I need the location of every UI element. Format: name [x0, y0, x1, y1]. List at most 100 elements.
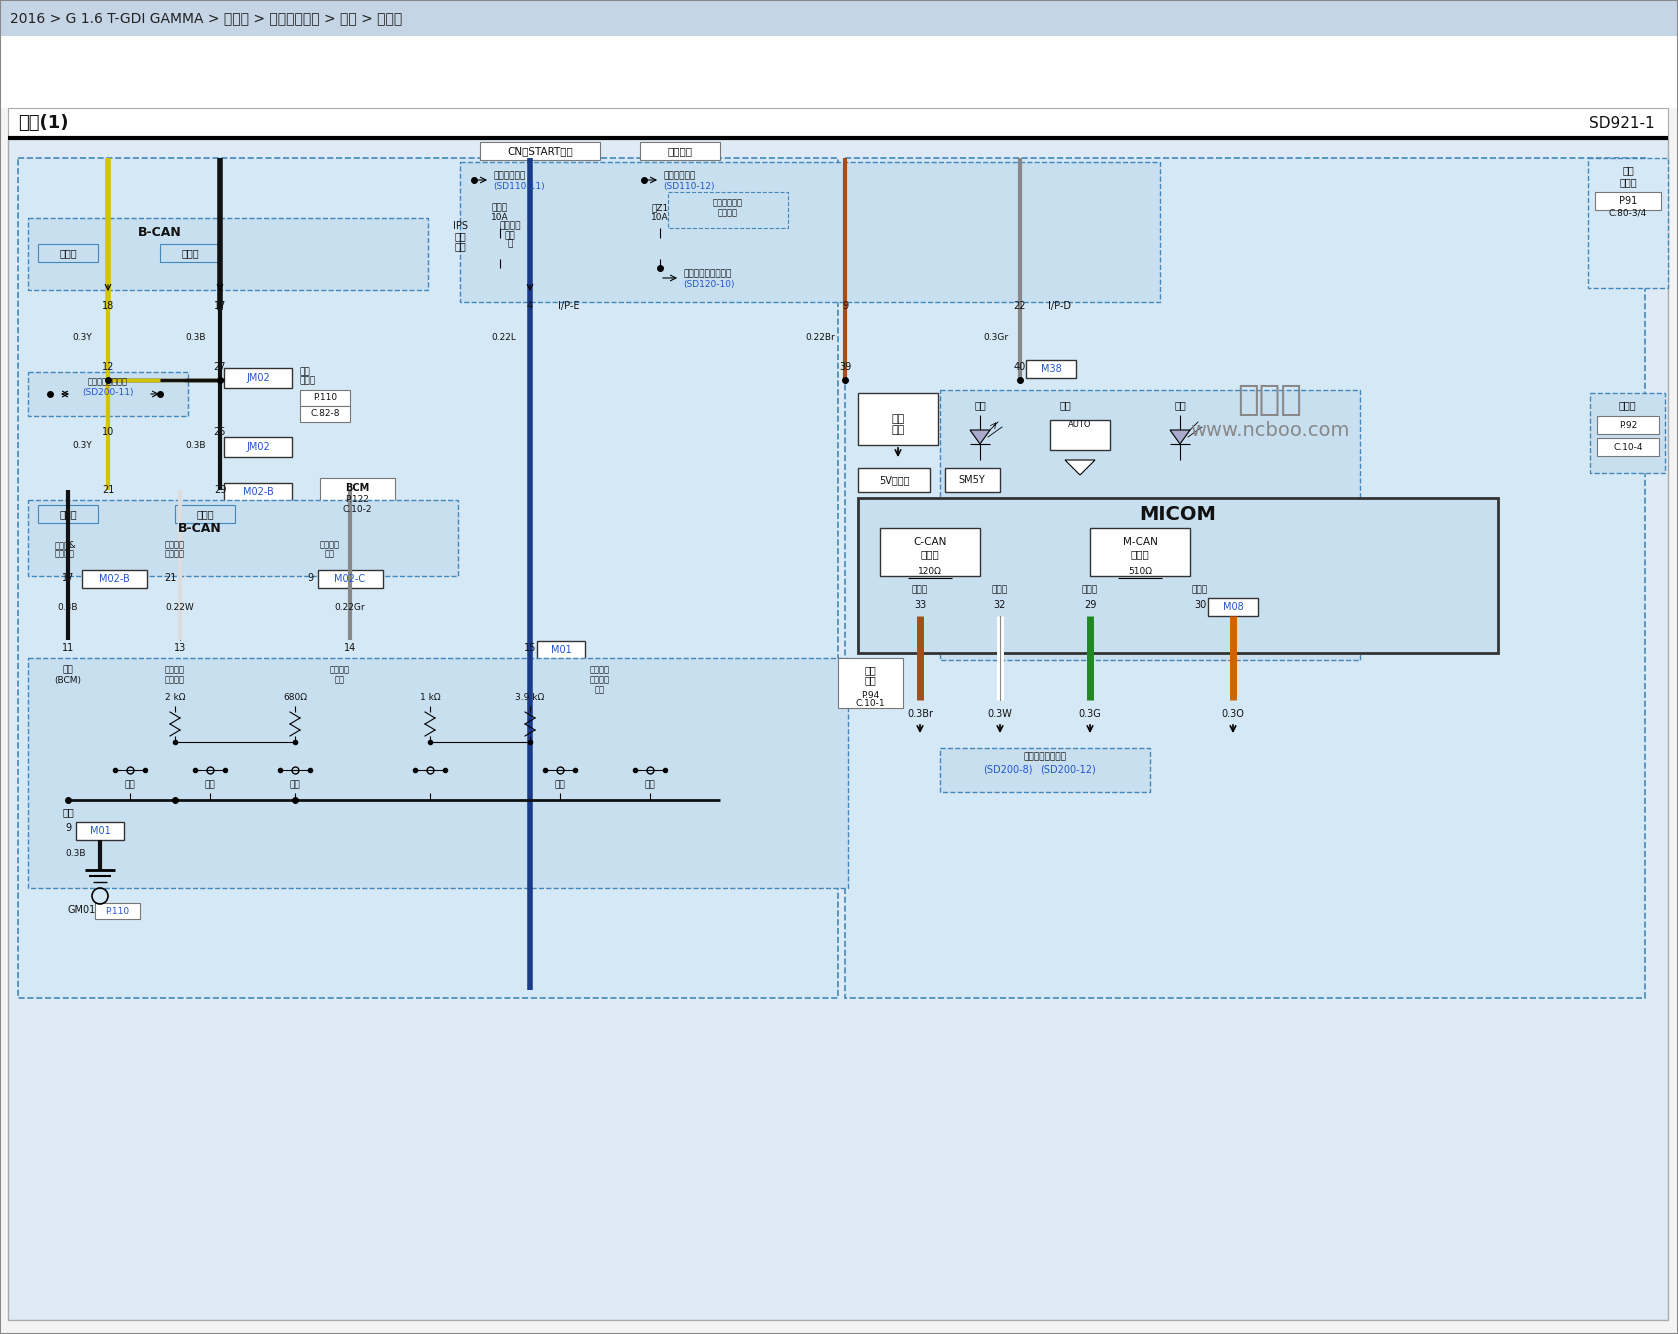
Text: P91: P91 — [1619, 196, 1638, 205]
Text: 组合: 组合 — [864, 666, 876, 675]
Text: 连接器: 连接器 — [300, 376, 315, 386]
Text: M02-B: M02-B — [243, 487, 274, 498]
Text: 120Ω: 120Ω — [918, 567, 941, 576]
Text: 510Ω: 510Ω — [1128, 567, 1153, 576]
Text: 29: 29 — [1084, 600, 1096, 610]
Bar — [76, 822, 124, 840]
Text: 信号: 信号 — [326, 550, 336, 559]
Bar — [82, 570, 148, 588]
Text: 灯光开关: 灯光开关 — [331, 666, 351, 675]
Text: 29: 29 — [213, 486, 227, 495]
Text: 21: 21 — [102, 486, 114, 495]
Text: 11: 11 — [62, 643, 74, 654]
Text: P.92: P.92 — [1619, 420, 1638, 430]
Text: 短接: 短接 — [300, 367, 310, 376]
Text: 仪表盘: 仪表盘 — [492, 204, 508, 212]
Bar — [480, 141, 601, 160]
Text: (BCM): (BCM) — [54, 675, 82, 684]
Text: 低电位: 低电位 — [911, 586, 928, 595]
Text: SD921-1: SD921-1 — [1589, 116, 1655, 131]
Text: 大灯近光: 大灯近光 — [591, 666, 611, 675]
Text: 搭铁: 搭铁 — [62, 666, 74, 675]
Bar — [940, 390, 1359, 660]
Bar — [668, 192, 789, 228]
Text: (SD200-12): (SD200-12) — [1040, 764, 1096, 775]
Text: 大灯远光: 大灯远光 — [164, 540, 185, 550]
Bar — [639, 141, 720, 160]
Text: 22: 22 — [1014, 301, 1027, 311]
Bar — [29, 658, 847, 888]
Text: C.82-8: C.82-8 — [310, 410, 339, 419]
Bar — [1587, 157, 1668, 288]
Text: C.10-4: C.10-4 — [1613, 443, 1643, 451]
Text: 灯光开关: 灯光开关 — [320, 540, 341, 550]
Text: 25: 25 — [213, 427, 227, 438]
Text: 1 kΩ: 1 kΩ — [420, 694, 440, 703]
Text: 雨刷器&: 雨刷器& — [54, 540, 76, 550]
Text: 低电位: 低电位 — [1082, 586, 1097, 595]
Text: M01: M01 — [89, 826, 111, 836]
Text: 仪表盘: 仪表盘 — [1618, 400, 1636, 410]
Bar — [879, 528, 980, 576]
Text: 灯光控制: 灯光控制 — [55, 550, 76, 559]
Text: (SD110-12): (SD110-12) — [663, 183, 715, 192]
Text: IPS: IPS — [453, 221, 468, 231]
Text: 5V调节器: 5V调节器 — [879, 475, 909, 486]
Text: P.110: P.110 — [312, 394, 337, 403]
Bar — [1597, 416, 1660, 434]
Bar — [945, 468, 1000, 492]
Text: 9: 9 — [842, 301, 847, 311]
Text: 输出: 输出 — [336, 675, 346, 684]
Text: 10A: 10A — [651, 213, 670, 223]
Text: M-CAN: M-CAN — [1123, 538, 1158, 547]
Bar — [223, 483, 292, 502]
Text: 40: 40 — [1014, 362, 1027, 372]
Text: 变光: 变光 — [205, 780, 215, 790]
Text: C.80-3/4: C.80-3/4 — [1609, 208, 1648, 217]
Text: 参考诊断连接分布: 参考诊断连接分布 — [87, 378, 128, 387]
Text: (SD110-11): (SD110-11) — [493, 183, 545, 192]
Text: 15: 15 — [524, 643, 537, 654]
Text: 开关: 开关 — [864, 675, 876, 684]
Bar — [857, 394, 938, 446]
Text: 近Z1: 近Z1 — [651, 204, 668, 212]
Bar — [8, 137, 1668, 1321]
Bar — [0, 0, 1678, 36]
Bar — [39, 244, 97, 261]
Text: 17: 17 — [62, 574, 74, 583]
Text: 高电位: 高电位 — [59, 510, 77, 519]
Text: 输出: 输出 — [596, 686, 606, 695]
Text: 大灯远光: 大灯远光 — [164, 666, 185, 675]
Text: 自动: 自动 — [1059, 400, 1071, 410]
Text: P.110: P.110 — [106, 907, 129, 915]
Text: 大灯(1): 大灯(1) — [18, 113, 69, 132]
Text: JM02: JM02 — [247, 442, 270, 452]
Text: 切断装置: 切断装置 — [718, 208, 738, 217]
Text: 近光: 近光 — [975, 400, 987, 410]
Text: 控制: 控制 — [455, 231, 466, 241]
Text: 开关输出: 开关输出 — [164, 675, 185, 684]
Text: (SD200-11): (SD200-11) — [82, 387, 134, 396]
Text: 2 kΩ: 2 kΩ — [164, 694, 185, 703]
Text: CN或START电源: CN或START电源 — [507, 145, 572, 156]
Text: C.10-2: C.10-2 — [342, 504, 373, 514]
Bar — [96, 903, 139, 919]
Text: 收发器: 收发器 — [921, 550, 940, 559]
Text: 大灯: 大灯 — [644, 780, 656, 790]
Bar — [223, 438, 292, 458]
Text: 自动: 自动 — [290, 780, 300, 790]
Text: 33: 33 — [915, 600, 926, 610]
Bar — [39, 506, 97, 523]
Text: 0.3W: 0.3W — [988, 708, 1012, 719]
Text: JM02: JM02 — [247, 374, 270, 383]
Text: C.10-1: C.10-1 — [856, 699, 884, 708]
Bar — [846, 157, 1644, 998]
Text: 备用开关: 备用开关 — [591, 675, 611, 684]
Text: 模块: 模块 — [455, 241, 466, 251]
Bar — [1208, 598, 1258, 616]
Text: P.122: P.122 — [346, 495, 369, 504]
Text: 32: 32 — [993, 600, 1007, 610]
Text: (SD200-8): (SD200-8) — [983, 764, 1032, 775]
Text: 参考电源分布: 参考电源分布 — [493, 172, 525, 180]
Text: 0.3Br: 0.3Br — [908, 708, 933, 719]
